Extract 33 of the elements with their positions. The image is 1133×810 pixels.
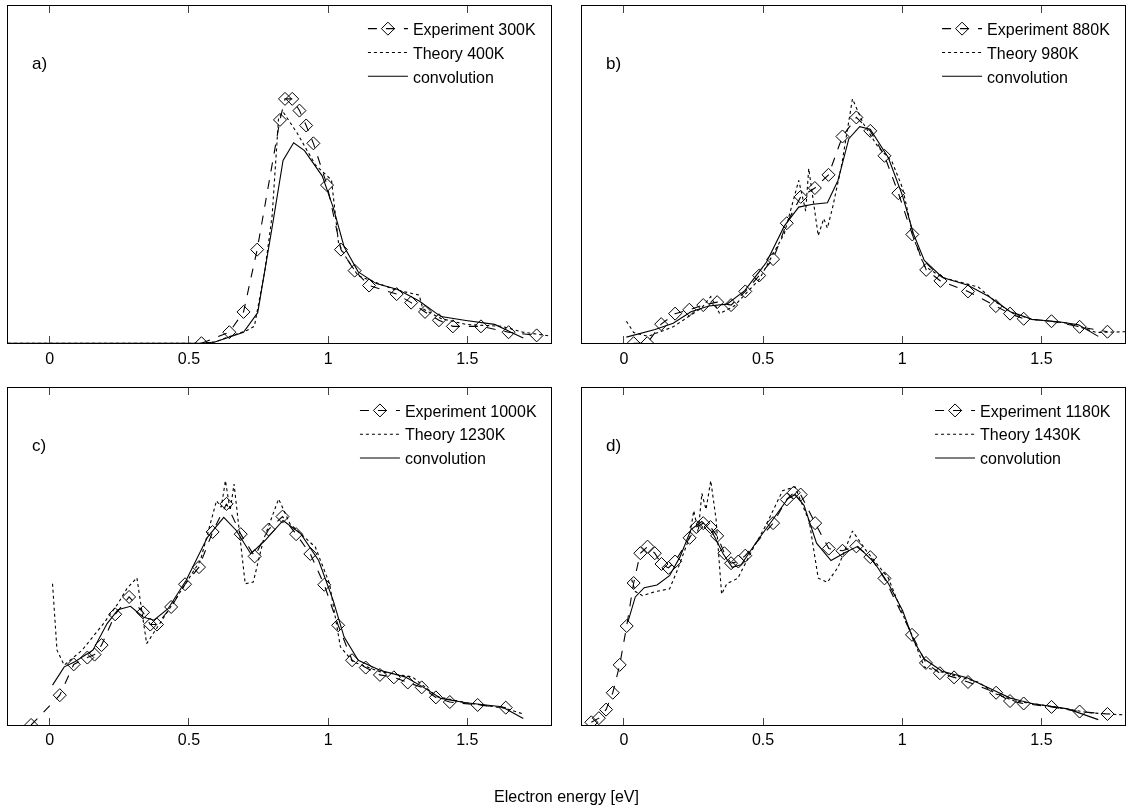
legend-label: Theory 400K: [412, 44, 505, 62]
x-tick-label: 1.5: [1030, 731, 1053, 749]
legend-label: Theory 980K: [987, 44, 1079, 62]
x-tick-label: 0: [45, 731, 55, 749]
x-tick-label: 0.5: [177, 349, 201, 367]
legend-label: Experiment 1180K: [980, 402, 1111, 420]
legend-label: Experiment 300K: [412, 20, 536, 38]
x-tick-label: 0.5: [751, 349, 775, 367]
text: c): [32, 436, 47, 455]
x-tick-label: 0: [619, 349, 629, 367]
legend-label: Experiment 880K: [987, 20, 1111, 38]
x-tick-label: 0: [45, 349, 55, 367]
x-tick-label: 1: [897, 731, 907, 749]
x-tick-label: 1.5: [456, 349, 479, 367]
x-tick-label: 1: [897, 349, 907, 367]
x-tick-label: 1: [323, 349, 333, 367]
legend-label: convolution: [412, 68, 494, 86]
x-tick-label: 1: [323, 731, 333, 749]
legend-label: Experiment 1000K: [404, 402, 537, 420]
x-axis-title: Electron energy [eV]: [494, 788, 639, 805]
x-tick-label: 0.5: [177, 731, 201, 749]
x-tick-label: 1.5: [1030, 349, 1053, 367]
legend-label: Theory 1230K: [404, 426, 506, 444]
text: b): [606, 54, 622, 73]
x-tick-label: 0.5: [751, 731, 775, 749]
text: d): [606, 436, 622, 455]
legend-label: convolution: [980, 450, 1062, 468]
x-tick-label: 1.5: [456, 731, 479, 749]
legend-label: Theory 1430K: [980, 426, 1081, 444]
legend-label: convolution: [404, 450, 486, 468]
x-tick-label: 0: [619, 731, 629, 749]
text: a): [32, 54, 48, 73]
legend-label: convolution: [987, 68, 1069, 86]
